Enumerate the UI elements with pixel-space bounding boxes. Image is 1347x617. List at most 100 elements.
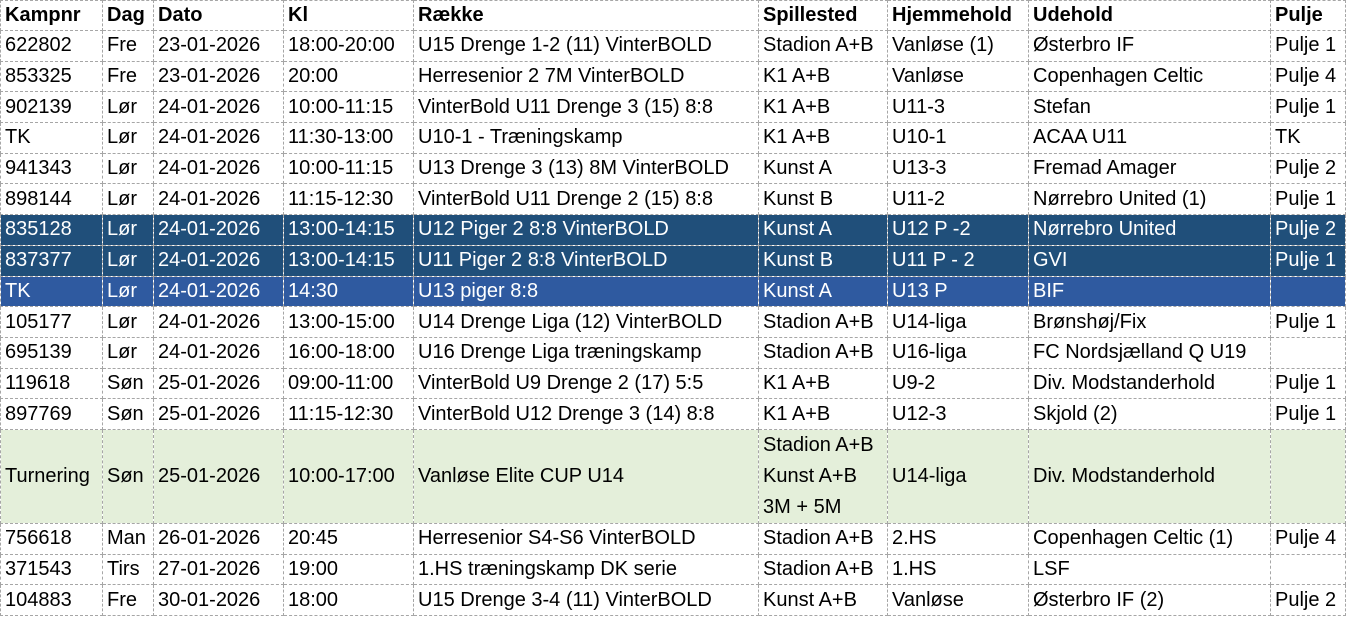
table-row[interactable]: 941343 Lør 24-01-2026 10:00-11:15 U13 Drenge… xyxy=(0,152,1346,185)
cell-raekke[interactable]: U10-1 - Træningskamp xyxy=(413,122,759,154)
cell-pulje[interactable]: Pulje 4 xyxy=(1270,522,1346,555)
cell-spillested[interactable]: Stadion A+B xyxy=(758,553,888,586)
cell-dato[interactable]: 24-01-2026 xyxy=(153,214,284,246)
cell-kampnr[interactable]: TK xyxy=(0,275,103,308)
cell-dag[interactable]: Lør xyxy=(102,214,154,246)
cell-kl[interactable]: 13:00-14:15 xyxy=(283,244,414,277)
table-row[interactable]: 104883 Fre 30-01-2026 18:00 U15 Drenge 3-4 (… xyxy=(0,584,1346,616)
cell-spillested[interactable]: Stadion A+B xyxy=(758,306,888,338)
cell-kampnr[interactable]: Turnering xyxy=(0,428,103,524)
cell-spillested[interactable]: K1 A+B xyxy=(758,60,888,93)
cell-raekke[interactable]: U13 piger 8:8 xyxy=(413,275,759,308)
cell-raekke[interactable]: U12 Piger 2 8:8 VinterBOLD xyxy=(413,214,759,246)
cell-udehold[interactable]: Fremad Amager xyxy=(1028,152,1271,185)
cell-pulje[interactable]: Pulje 1 xyxy=(1270,91,1346,124)
cell-kampnr[interactable]: 622802 xyxy=(0,30,103,62)
cell-dag[interactable]: Lør xyxy=(102,336,154,369)
cell-dag[interactable]: Søn xyxy=(102,398,154,430)
cell-kampnr[interactable]: 756618 xyxy=(0,522,103,555)
table-row[interactable]: 119618 Søn 25-01-2026 09:00-11:00 VinterBold… xyxy=(0,367,1346,400)
cell-dato[interactable]: 23-01-2026 xyxy=(153,30,284,62)
cell-udehold[interactable]: LSF xyxy=(1028,553,1271,586)
cell-kampnr[interactable]: TK xyxy=(0,122,103,154)
cell-pulje[interactable]: Pulje 2 xyxy=(1270,214,1346,246)
cell-raekke[interactable]: U13 Drenge 3 (13) 8M VinterBOLD xyxy=(413,152,759,185)
cell-pulje[interactable]: Pulje 2 xyxy=(1270,152,1346,185)
cell-dag[interactable]: Tirs xyxy=(102,553,154,586)
cell-hjemmehold[interactable]: 2.HS xyxy=(887,522,1029,555)
table-row[interactable]: Turnering Søn 25-01-2026 10:00-17:00 Vanløse… xyxy=(0,428,1346,524)
cell-udehold[interactable]: Nørrebro United xyxy=(1028,214,1271,246)
header-kl[interactable]: Kl xyxy=(283,0,414,31)
cell-udehold[interactable]: Brønshøj/Fix xyxy=(1028,306,1271,338)
cell-hjemmehold[interactable]: U10-1 xyxy=(887,122,1029,154)
cell-kl[interactable]: 18:00 xyxy=(283,584,414,616)
cell-dato[interactable]: 24-01-2026 xyxy=(153,306,284,338)
cell-udehold[interactable]: Skjold (2) xyxy=(1028,398,1271,430)
table-row[interactable]: 837377 Lør 24-01-2026 13:00-14:15 U11 Piger … xyxy=(0,244,1346,277)
cell-dag[interactable]: Lør xyxy=(102,152,154,185)
cell-dato[interactable]: 24-01-2026 xyxy=(153,122,284,154)
cell-kl[interactable]: 18:00-20:00 xyxy=(283,30,414,62)
cell-raekke[interactable]: Vanløse Elite CUP U14 xyxy=(413,428,759,524)
cell-dato[interactable]: 24-01-2026 xyxy=(153,336,284,369)
cell-kampnr[interactable]: 853325 xyxy=(0,60,103,93)
cell-hjemmehold[interactable]: U11 P - 2 xyxy=(887,244,1029,277)
cell-dag[interactable]: Søn xyxy=(102,428,154,524)
cell-spillested[interactable]: Kunst A+B xyxy=(758,584,888,616)
cell-raekke[interactable]: U11 Piger 2 8:8 VinterBOLD xyxy=(413,244,759,277)
cell-kl[interactable]: 11:30-13:00 xyxy=(283,122,414,154)
cell-hjemmehold[interactable]: U11-2 xyxy=(887,183,1029,216)
cell-hjemmehold[interactable]: Vanløse xyxy=(887,60,1029,93)
cell-dag[interactable]: Lør xyxy=(102,306,154,338)
cell-udehold[interactable]: FC Nordsjælland Q U19 xyxy=(1028,336,1271,369)
header-udehold[interactable]: Udehold xyxy=(1028,0,1271,31)
cell-dato[interactable]: 25-01-2026 xyxy=(153,428,284,524)
cell-spillested[interactable]: K1 A+B xyxy=(758,122,888,154)
table-row[interactable]: 622802 Fre 23-01-2026 18:00-20:00 U15 Drenge… xyxy=(0,30,1346,62)
cell-kl[interactable]: 11:15-12:30 xyxy=(283,398,414,430)
cell-hjemmehold[interactable]: U14-liga xyxy=(887,428,1029,524)
cell-udehold[interactable]: Div. Modstanderhold xyxy=(1028,367,1271,400)
table-row[interactable]: 902139 Lør 24-01-2026 10:00-11:15 VinterBold… xyxy=(0,91,1346,124)
cell-spillested[interactable]: Stadion A+B Kunst A+B 3M + 5M xyxy=(758,428,888,524)
cell-hjemmehold[interactable]: U13 P xyxy=(887,275,1029,308)
table-row[interactable]: 897769 Søn 25-01-2026 11:15-12:30 VinterBold… xyxy=(0,398,1346,430)
cell-dag[interactable]: Fre xyxy=(102,60,154,93)
cell-pulje[interactable] xyxy=(1270,428,1346,524)
cell-raekke[interactable]: 1.HS træningskamp DK serie xyxy=(413,553,759,586)
cell-spillested[interactable]: Kunst A xyxy=(758,275,888,308)
table-row[interactable]: 898144 Lør 24-01-2026 11:15-12:30 VinterBold… xyxy=(0,183,1346,216)
cell-dato[interactable]: 24-01-2026 xyxy=(153,152,284,185)
cell-dag[interactable]: Lør xyxy=(102,275,154,308)
cell-pulje[interactable]: Pulje 4 xyxy=(1270,60,1346,93)
cell-kampnr[interactable]: 371543 xyxy=(0,553,103,586)
cell-kl[interactable]: 19:00 xyxy=(283,553,414,586)
cell-spillested[interactable]: Kunst A xyxy=(758,214,888,246)
cell-dag[interactable]: Lør xyxy=(102,122,154,154)
cell-spillested[interactable]: K1 A+B xyxy=(758,367,888,400)
cell-raekke[interactable]: VinterBold U11 Drenge 2 (15) 8:8 xyxy=(413,183,759,216)
cell-udehold[interactable]: Østerbro IF xyxy=(1028,30,1271,62)
cell-pulje[interactable]: Pulje 1 xyxy=(1270,306,1346,338)
cell-raekke[interactable]: U14 Drenge Liga (12) VinterBOLD xyxy=(413,306,759,338)
cell-kampnr[interactable]: 104883 xyxy=(0,584,103,616)
cell-hjemmehold[interactable]: U12 P -2 xyxy=(887,214,1029,246)
cell-spillested[interactable]: Stadion A+B xyxy=(758,522,888,555)
cell-spillested[interactable]: Stadion A+B xyxy=(758,30,888,62)
cell-dato[interactable]: 30-01-2026 xyxy=(153,584,284,616)
table-row[interactable]: TK Lør 24-01-2026 11:30-13:00 U10-1 - Trænin… xyxy=(0,122,1346,154)
cell-kampnr[interactable]: 902139 xyxy=(0,91,103,124)
header-dato[interactable]: Dato xyxy=(153,0,284,31)
cell-kl[interactable]: 20:00 xyxy=(283,60,414,93)
cell-spillested[interactable]: K1 A+B xyxy=(758,398,888,430)
cell-raekke[interactable]: VinterBold U11 Drenge 3 (15) 8:8 xyxy=(413,91,759,124)
cell-udehold[interactable]: Copenhagen Celtic xyxy=(1028,60,1271,93)
cell-kl[interactable]: 10:00-11:15 xyxy=(283,91,414,124)
cell-udehold[interactable]: Østerbro IF (2) xyxy=(1028,584,1271,616)
cell-kampnr[interactable]: 835128 xyxy=(0,214,103,246)
cell-udehold[interactable]: Div. Modstanderhold xyxy=(1028,428,1271,524)
header-pulje[interactable]: Pulje xyxy=(1270,0,1346,31)
cell-raekke[interactable]: U16 Drenge Liga træningskamp xyxy=(413,336,759,369)
cell-udehold[interactable]: GVI xyxy=(1028,244,1271,277)
